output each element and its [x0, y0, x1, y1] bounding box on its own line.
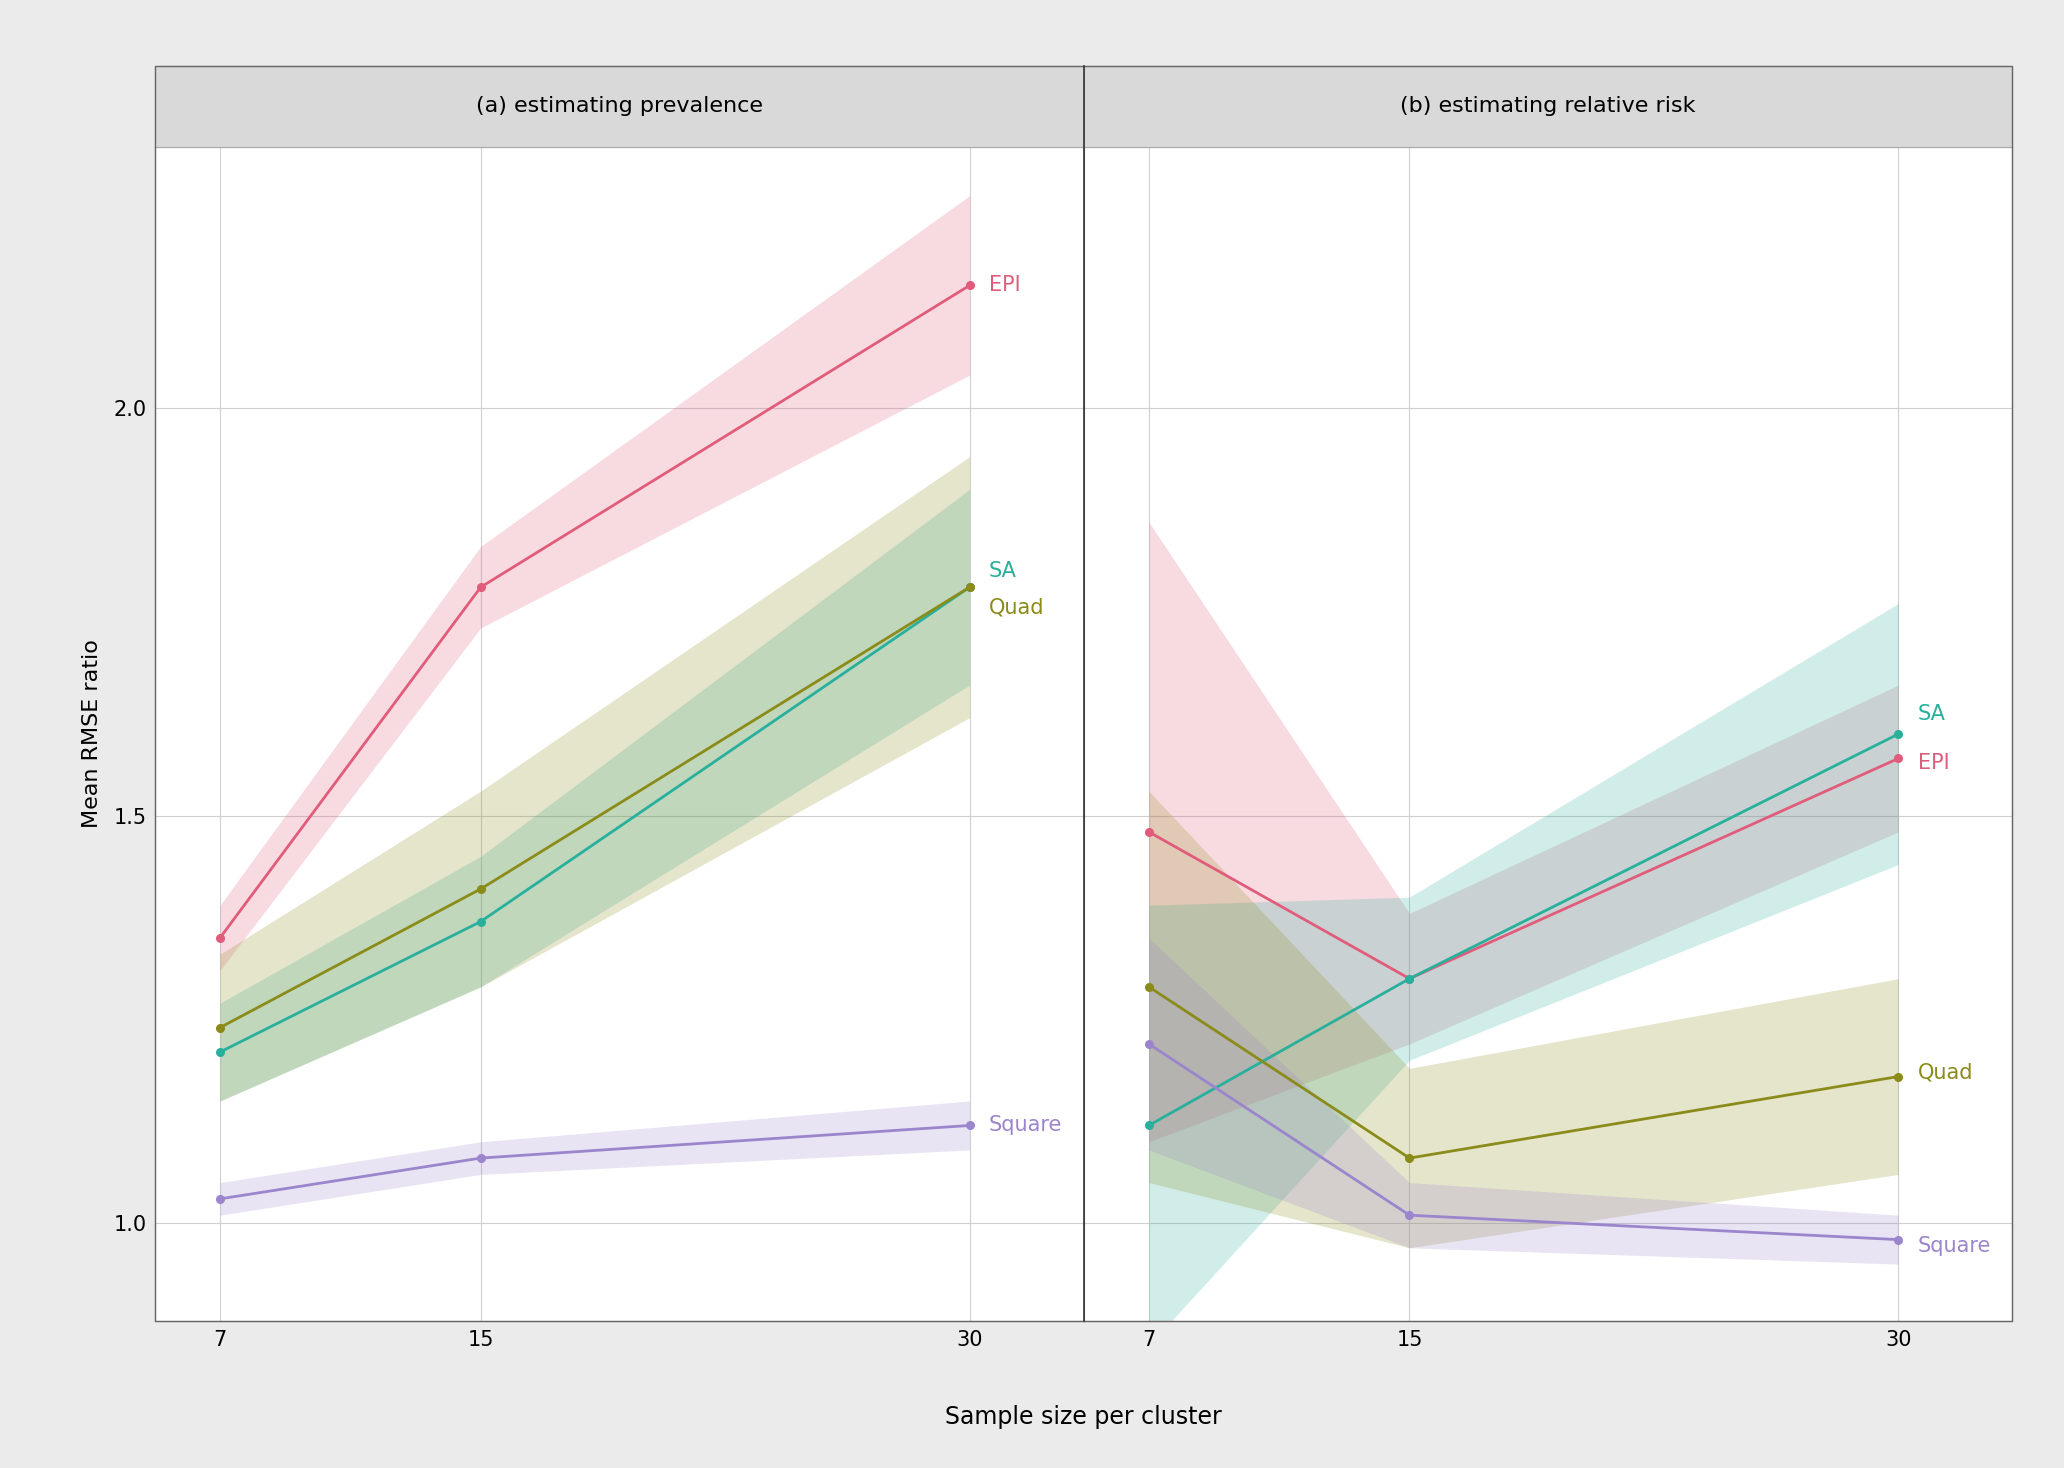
Text: Quad: Quad	[1917, 1063, 1973, 1082]
Text: Sample size per cluster: Sample size per cluster	[945, 1405, 1222, 1428]
Text: Square: Square	[1917, 1236, 1992, 1257]
Text: EPI: EPI	[1917, 753, 1950, 772]
Text: EPI: EPI	[989, 276, 1022, 295]
Text: SA: SA	[989, 561, 1018, 581]
Text: (a) estimating prevalence: (a) estimating prevalence	[475, 97, 764, 116]
Text: (b) estimating relative risk: (b) estimating relative risk	[1399, 97, 1697, 116]
Y-axis label: Mean RMSE ratio: Mean RMSE ratio	[83, 640, 103, 828]
Text: Square: Square	[989, 1116, 1063, 1135]
Text: SA: SA	[1917, 703, 1946, 724]
Text: Quad: Quad	[989, 597, 1044, 618]
